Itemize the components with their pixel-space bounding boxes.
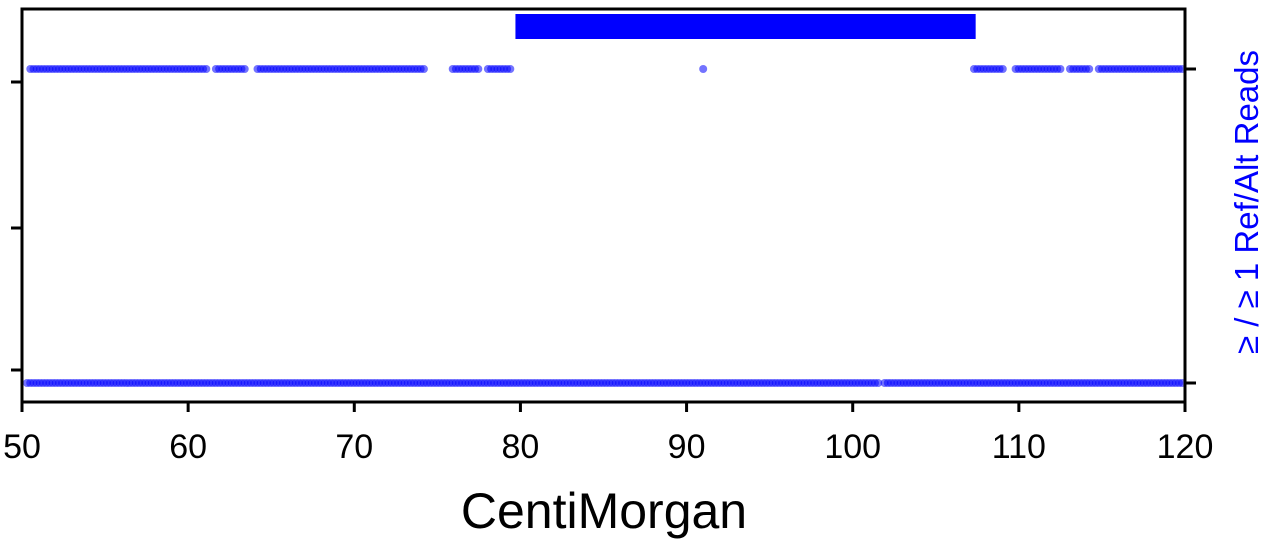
x-tick-label: 120 [1157, 428, 1214, 466]
right-y-axis-title: ≥ / ≥ 1 Ref/Alt Reads [1228, 50, 1265, 354]
x-axis-title: CentiMorgan [461, 483, 747, 539]
plot-area [22, 14, 1187, 387]
x-tick-label: 70 [335, 428, 373, 466]
data-point [506, 65, 515, 73]
data-point [202, 65, 211, 73]
highlight-region [515, 14, 976, 39]
data-point [1085, 65, 1094, 73]
x-tick-label: 110 [992, 428, 1046, 466]
data-point [874, 379, 883, 387]
data-point [1056, 65, 1065, 73]
x-tick-label: 90 [668, 428, 706, 466]
data-point [240, 65, 249, 73]
x-tick-label: 60 [169, 428, 207, 466]
x-tick-label: 50 [3, 428, 41, 466]
x-tick-label: 80 [502, 428, 540, 466]
plot-frame [20, 7, 1187, 404]
data-point [474, 65, 483, 73]
x-tick-label: 100 [824, 428, 881, 466]
data-point [699, 65, 708, 73]
data-point [998, 65, 1007, 73]
data-point [419, 65, 428, 73]
axes: 50 60 70 80 90 100 110 120 [3, 7, 1214, 466]
